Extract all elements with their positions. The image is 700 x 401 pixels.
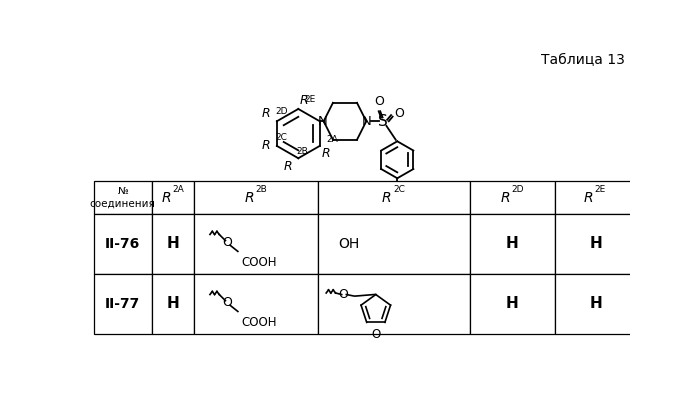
Text: 2A: 2A — [326, 135, 337, 144]
Text: COOH: COOH — [241, 316, 276, 329]
Bar — [152, 214, 195, 274]
Text: H: H — [589, 236, 602, 251]
Bar — [318, 181, 470, 214]
Bar — [318, 214, 470, 274]
Bar — [555, 274, 636, 334]
Text: 2D: 2D — [512, 184, 524, 194]
Text: O: O — [222, 296, 232, 309]
Text: H: H — [167, 236, 179, 251]
Text: O: O — [392, 188, 402, 201]
Bar — [470, 274, 555, 334]
Text: O: O — [394, 107, 404, 120]
Bar — [152, 181, 195, 214]
Text: 2B: 2B — [297, 147, 309, 156]
Text: H: H — [506, 236, 519, 251]
Bar — [555, 181, 636, 214]
Text: R: R — [382, 190, 392, 205]
Text: R: R — [321, 148, 330, 160]
Text: II-76: II-76 — [105, 237, 141, 251]
Text: R: R — [500, 190, 510, 205]
Text: 2B: 2B — [256, 184, 267, 194]
Bar — [195, 181, 318, 214]
Bar — [195, 214, 318, 274]
Text: R: R — [262, 107, 271, 120]
Bar — [195, 274, 318, 334]
Text: 2E: 2E — [304, 95, 316, 103]
Bar — [94, 181, 152, 214]
Text: R: R — [161, 190, 171, 205]
Bar — [94, 274, 152, 334]
Text: R: R — [244, 190, 254, 205]
Text: R: R — [300, 94, 309, 107]
Text: 2E: 2E — [595, 184, 606, 194]
Text: Me: Me — [413, 186, 430, 198]
Text: O: O — [374, 95, 384, 108]
Bar — [555, 214, 636, 274]
Text: N: N — [362, 115, 372, 128]
Text: COOH: COOH — [241, 256, 276, 269]
Text: OH: OH — [338, 237, 359, 251]
Bar — [470, 181, 555, 214]
Text: H: H — [589, 296, 602, 311]
Text: O: O — [338, 288, 348, 301]
Text: O: O — [371, 328, 380, 341]
Text: H: H — [506, 296, 519, 311]
Text: R: R — [262, 140, 271, 152]
Text: II-77: II-77 — [105, 297, 141, 311]
Text: 2C: 2C — [275, 133, 287, 142]
Text: O: O — [222, 236, 232, 249]
Text: R: R — [584, 190, 593, 205]
Text: 2D: 2D — [275, 107, 288, 116]
Text: H: H — [167, 296, 179, 311]
Text: №
соединения: № соединения — [90, 186, 155, 209]
Text: 2C: 2C — [393, 184, 405, 194]
Bar — [152, 274, 195, 334]
Text: Me: Me — [405, 211, 422, 224]
Bar — [318, 274, 470, 334]
Text: 2A: 2A — [172, 184, 184, 194]
Text: Таблица 13: Таблица 13 — [540, 53, 624, 67]
Text: S: S — [379, 114, 389, 129]
Text: R: R — [284, 160, 292, 173]
Bar — [470, 214, 555, 274]
Text: N: N — [318, 115, 328, 128]
Bar — [94, 214, 152, 274]
